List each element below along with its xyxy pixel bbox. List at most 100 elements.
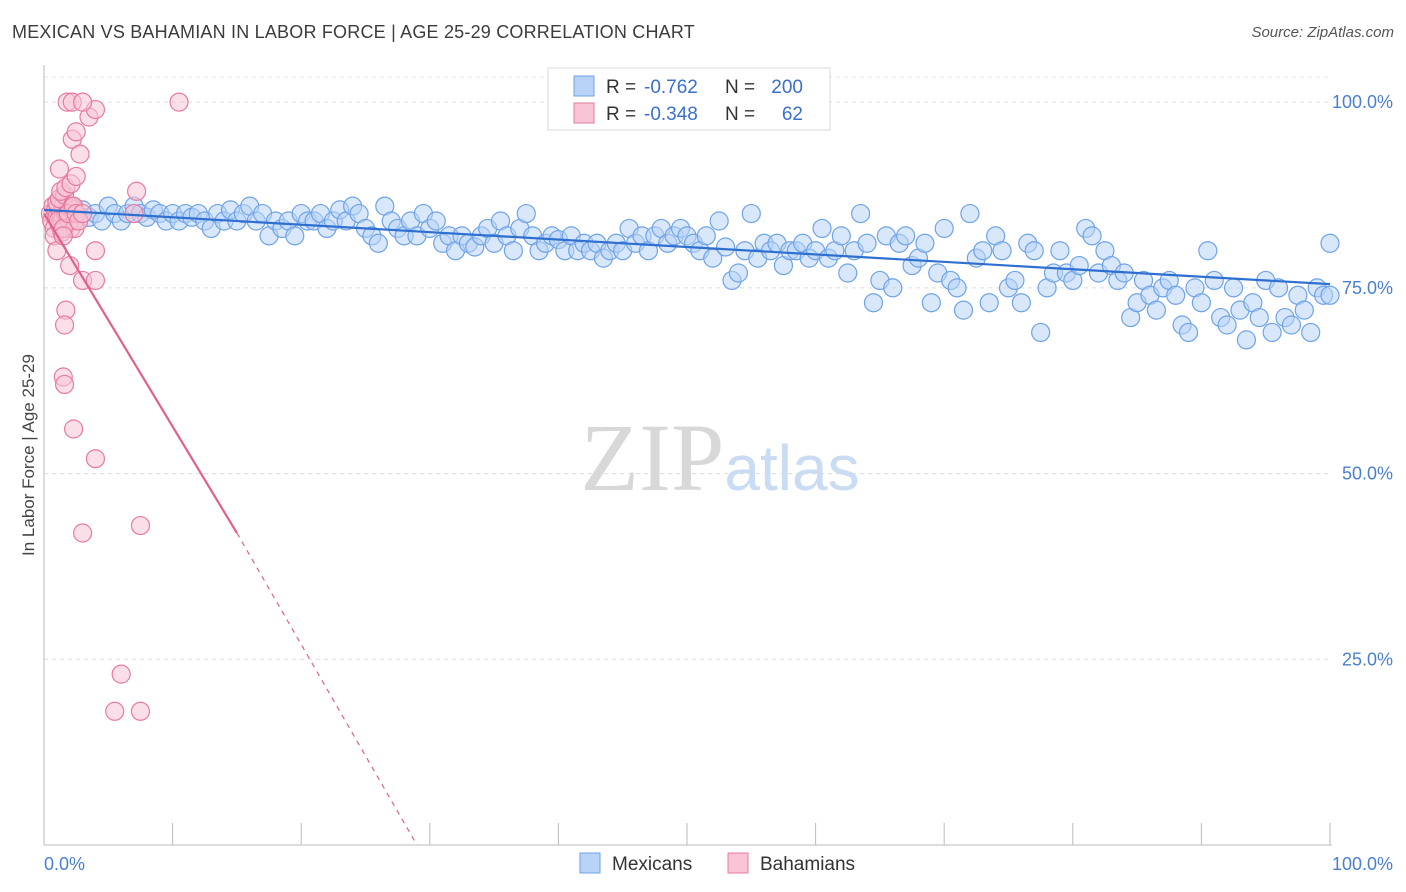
mexican-point — [851, 203, 871, 224]
mexican-point — [1031, 322, 1051, 343]
mexican-point — [1249, 307, 1269, 328]
mexican-point — [896, 226, 916, 246]
legend-label-mexicans: Mexicans — [612, 854, 692, 875]
mexican-point — [992, 241, 1012, 261]
mexican-point — [857, 233, 877, 253]
bahamian-point — [85, 241, 106, 261]
mexican-point — [947, 278, 967, 298]
mexican-point — [979, 293, 999, 313]
legend-r-label: R = — [606, 104, 636, 125]
mexican-point — [921, 293, 941, 313]
bahamian-point — [54, 315, 75, 335]
mexican-point — [1069, 255, 1089, 276]
bahamian-point — [105, 701, 125, 721]
trend-line-mexicans — [43, 208, 1331, 286]
mexican-point — [1294, 300, 1314, 320]
mexican-point — [728, 263, 749, 283]
bahamian-point — [49, 159, 70, 179]
y-tick-label: 75.0% — [1342, 278, 1393, 298]
trend-lines — [43, 208, 1331, 846]
y-tick-label: 25.0% — [1342, 649, 1393, 669]
legend-n-label: N = — [725, 104, 755, 125]
mexican-point — [1320, 285, 1340, 305]
mexican-point — [1178, 322, 1199, 343]
mexican-point — [426, 211, 446, 231]
mexican-point — [915, 233, 935, 253]
series-bahamians — [40, 92, 189, 721]
bahamian-point — [130, 701, 151, 721]
mexican-point — [1236, 330, 1257, 350]
y-axis-label: In Labor Force | Age 25-29 — [19, 354, 38, 556]
mexican-point — [838, 263, 858, 283]
mexican-point — [1024, 241, 1044, 261]
bahamian-point — [66, 122, 86, 142]
legend-swatch — [573, 102, 595, 124]
bahamian-point — [124, 203, 144, 224]
bahamian-point — [66, 166, 86, 187]
legend-box — [547, 67, 831, 131]
legend-swatch-bahamians — [727, 852, 749, 874]
legend-n-label: N = — [725, 77, 755, 98]
mexican-point — [812, 218, 832, 239]
mexican-point — [953, 300, 974, 320]
watermark: ZIPatlas — [580, 404, 859, 511]
mexican-point — [1320, 233, 1340, 253]
bahamian-point — [85, 270, 106, 291]
mexican-point — [715, 237, 736, 257]
mexican-point — [285, 226, 305, 246]
mexican-point — [1262, 322, 1282, 343]
mexican-point — [934, 218, 954, 239]
mexican-point — [883, 278, 903, 298]
mexican-point — [709, 211, 729, 231]
grid-lines — [44, 76, 1330, 660]
legend-n-value: 200 — [771, 77, 803, 98]
bahamian-point — [70, 144, 90, 164]
mexican-point — [741, 203, 761, 224]
mexican-point — [1191, 293, 1212, 313]
bahamian-point — [126, 181, 147, 201]
trend-line-extension — [236, 532, 418, 846]
legend-r-value: -0.348 — [644, 104, 698, 125]
legend-n-value: 62 — [782, 104, 803, 125]
bahamian-point — [54, 374, 75, 395]
mexican-point — [1268, 278, 1289, 298]
bahamian-point — [63, 419, 84, 439]
trend-line-bahamians — [43, 213, 238, 534]
x-tick-labels: 0.0% 100.0% — [44, 854, 1393, 874]
mexican-point — [1146, 300, 1166, 320]
mexican-point — [1223, 278, 1244, 298]
chart-source: Source: ZipAtlas.com — [1251, 24, 1394, 41]
mexican-point — [503, 241, 523, 261]
y-tick-label: 50.0% — [1342, 464, 1393, 484]
mexican-point — [1050, 241, 1070, 261]
mexican-point — [1217, 315, 1237, 335]
data-points — [40, 92, 1340, 721]
series-mexicans — [47, 196, 1340, 350]
mexican-point — [1281, 315, 1302, 335]
mexican-point — [1198, 241, 1218, 261]
bahamian-point — [72, 203, 93, 224]
mexican-point — [1166, 285, 1186, 305]
mexican-point — [696, 226, 716, 246]
mexican-point — [368, 233, 388, 253]
legend-swatch-mexicans — [579, 852, 601, 874]
mexican-point — [973, 241, 993, 261]
legend-swatch — [573, 75, 595, 97]
y-tick-labels: 100.0% 75.0% 50.0% 25.0% — [1332, 92, 1393, 669]
bahamian-point — [85, 449, 106, 469]
mexican-point — [1301, 322, 1321, 343]
mexican-point — [1082, 226, 1102, 246]
legend-r-value: -0.762 — [644, 77, 698, 98]
mexican-point — [1011, 293, 1031, 313]
chart-title: MEXICAN VS BAHAMIAN IN LABOR FORCE | AGE… — [12, 22, 695, 42]
legend-r-label: R = — [606, 77, 636, 98]
mexican-point — [831, 226, 851, 246]
x-tick-label: 100.0% — [1332, 854, 1393, 874]
bahamian-point — [130, 515, 151, 536]
legend-label-bahamians: Bahamians — [760, 854, 855, 875]
bahamian-point — [169, 92, 189, 112]
mexican-point — [516, 203, 536, 224]
mexican-point — [960, 203, 980, 224]
mexican-point — [863, 293, 884, 313]
